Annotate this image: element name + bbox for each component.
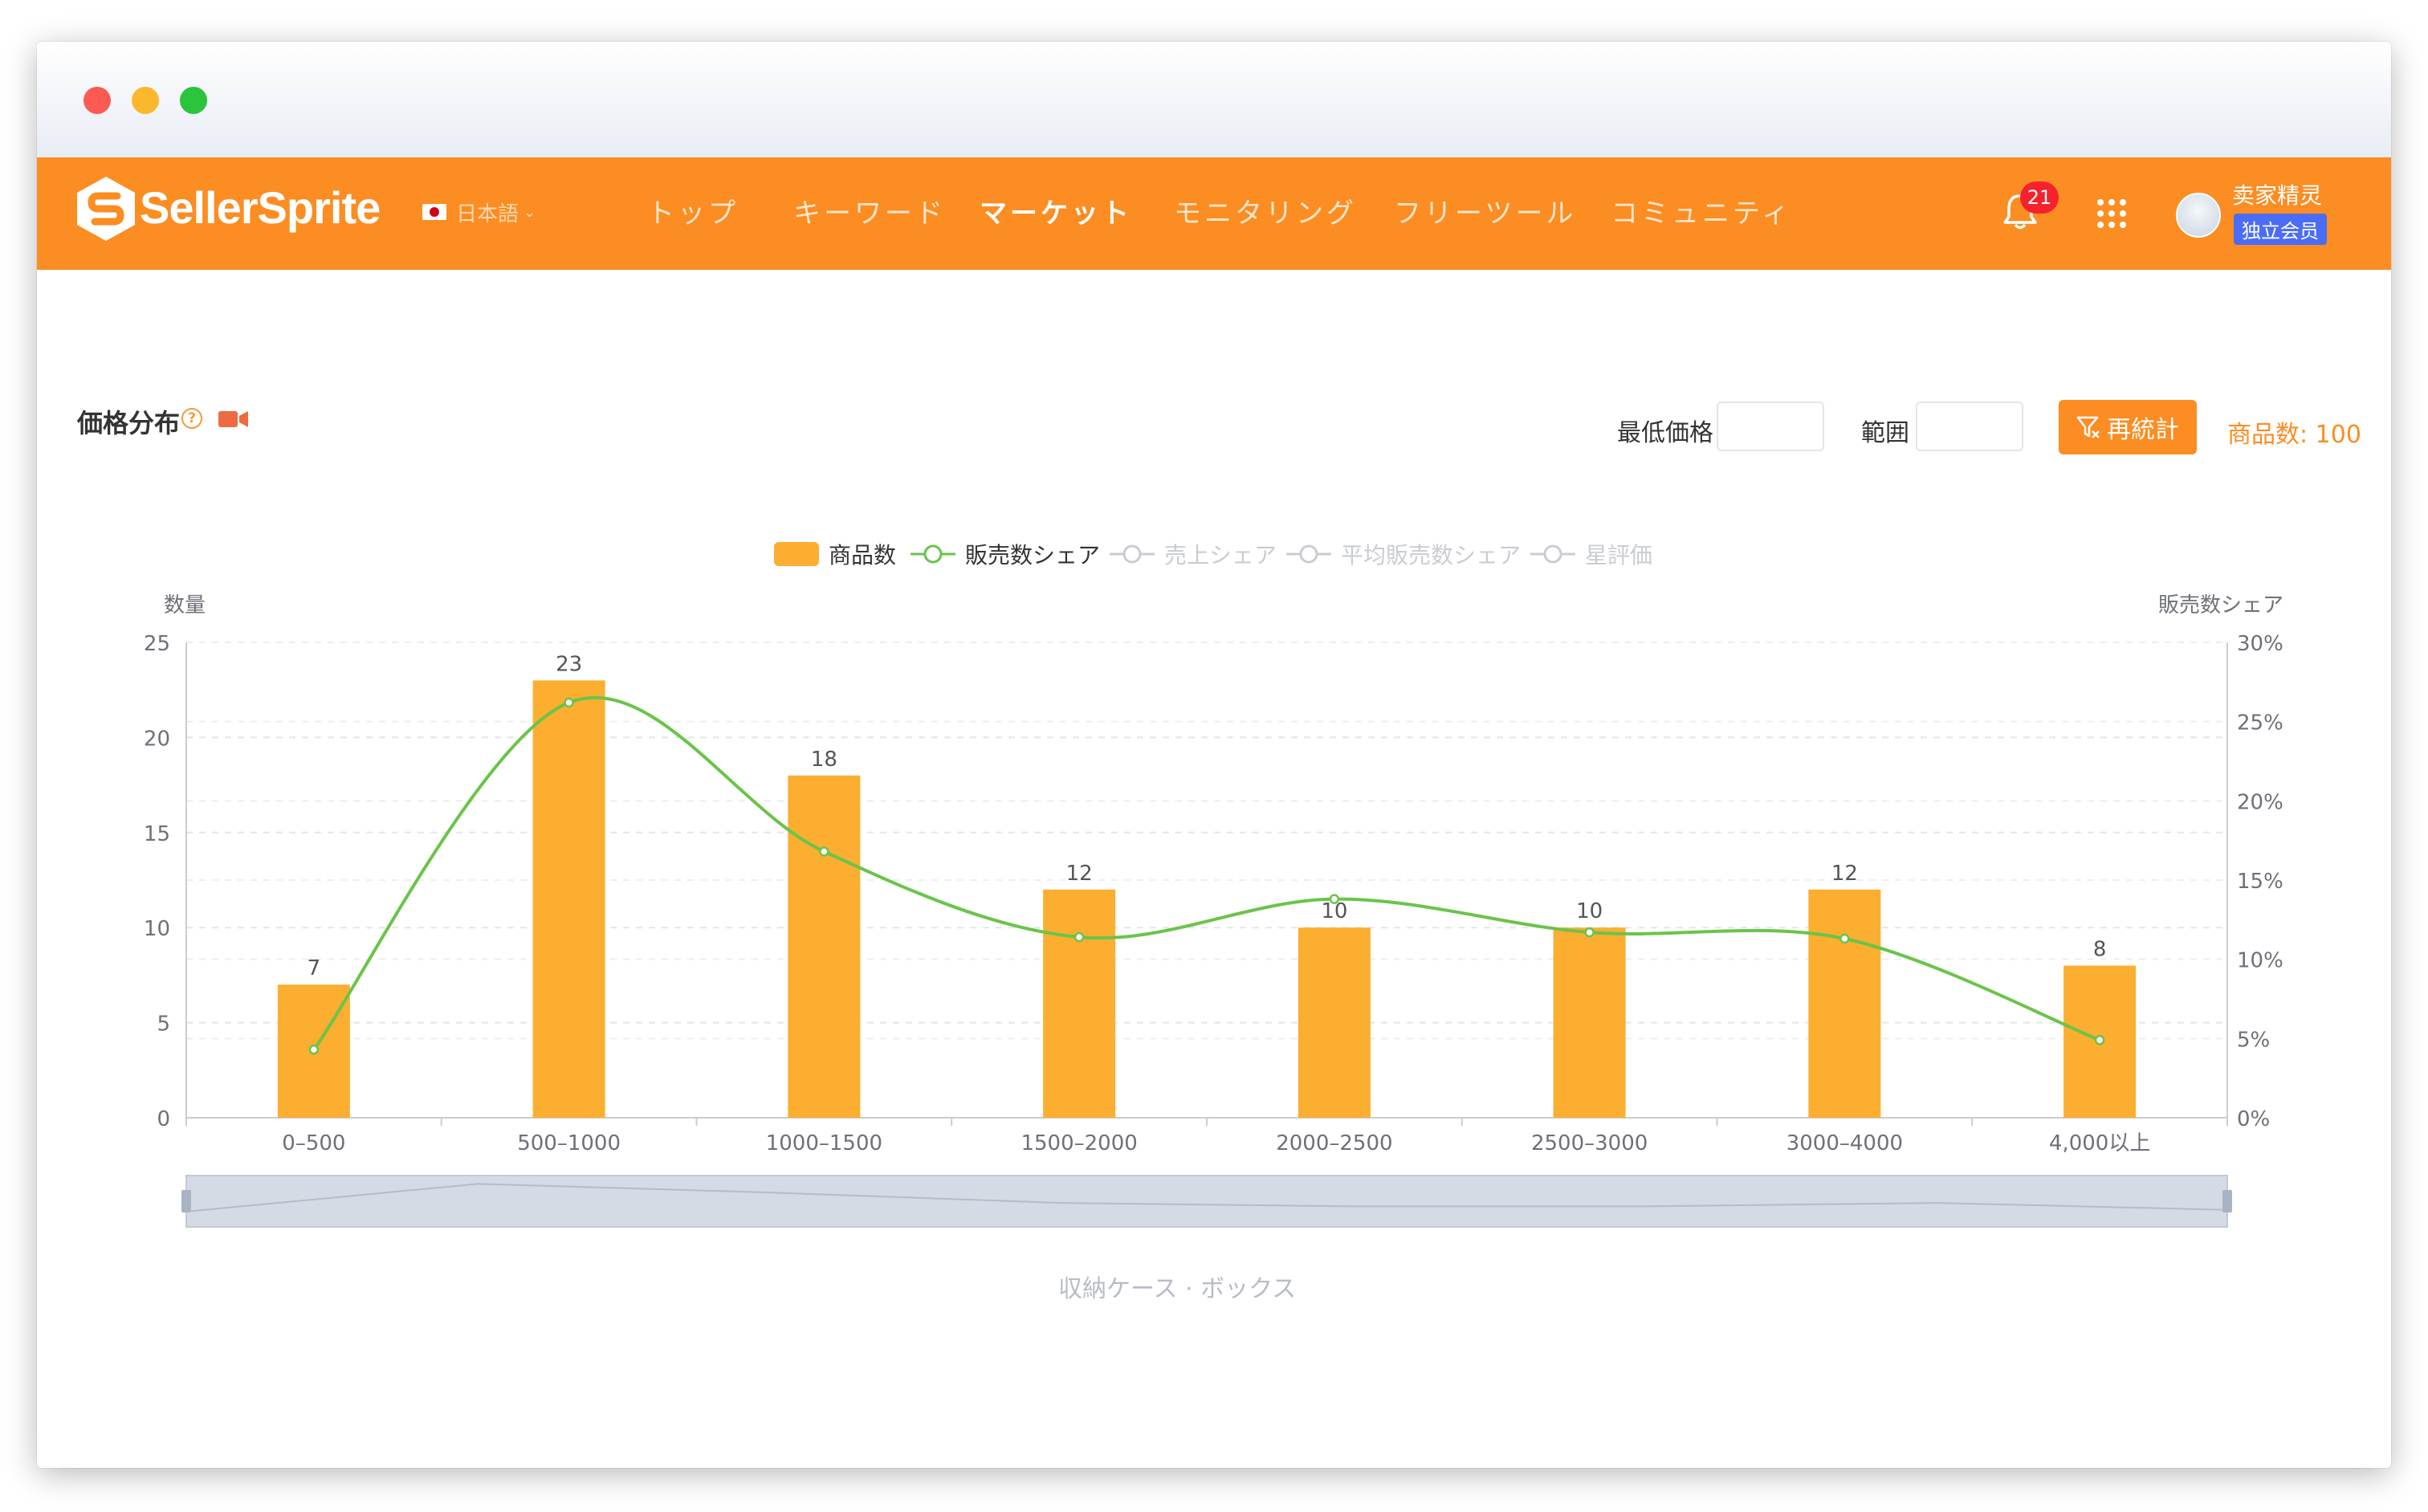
price-distribution-chart: 0 5 10 15 20 25 0% 5% 10% 15% 20% 25% 30% 数量 販売数シェア 7 23… <box>144 593 2283 1228</box>
legend-label: 売上シェア <box>1164 542 1277 569</box>
y-tick-label: 20 <box>144 727 170 751</box>
bar-value-label: 8 <box>2093 938 2107 962</box>
x-tick-label: 4,000以上 <box>2049 1131 2150 1155</box>
x-tick-label: 1000–1500 <box>766 1131 882 1155</box>
sales-share-point <box>308 1044 320 1055</box>
bar <box>788 775 861 1118</box>
bar-value-label: 7 <box>308 956 321 980</box>
y-tick-label: 15 <box>144 822 170 846</box>
minimize-window-button[interactable] <box>132 87 159 114</box>
sales-share-point <box>1329 894 1340 904</box>
sales-share-point <box>1584 927 1595 938</box>
bar-value-label: 18 <box>811 748 837 772</box>
legend-label: 星評価 <box>1585 542 1653 569</box>
help-icon[interactable]: ? <box>181 408 202 429</box>
sales-share-point <box>564 697 574 708</box>
min-price-label: 最低価格 <box>1617 419 1713 447</box>
chevron-down-icon: ⌄ <box>523 203 536 221</box>
legend-item-avg-sales-share[interactable]: 平均販売数シェア <box>1286 538 1521 570</box>
window-titlebar <box>37 42 2391 157</box>
nav-item-monitoring[interactable]: モニタリング <box>1174 198 1357 230</box>
y2-tick-label: 15% <box>2237 870 2283 894</box>
language-selector[interactable]: 日本語 ⌄ <box>422 196 536 228</box>
username[interactable]: 卖家精灵 <box>2232 182 2323 209</box>
bar-value-label: 12 <box>1066 862 1093 886</box>
legend-swatch-bar <box>774 542 819 566</box>
sellersprite-logo-icon[interactable] <box>74 175 138 242</box>
range-input[interactable] <box>1916 401 2023 451</box>
bar <box>532 680 605 1118</box>
legend-swatch-line <box>1530 544 1575 564</box>
legend-item-rating[interactable]: 星評価 <box>1530 538 1652 570</box>
filter-icon <box>2076 416 2100 438</box>
bar <box>1298 927 1371 1118</box>
sales-share-point <box>2094 1035 2105 1045</box>
legend-swatch-line <box>1286 544 1331 564</box>
x-tick-label: 2500–3000 <box>1531 1131 1648 1155</box>
y2-tick-label: 30% <box>2237 632 2283 656</box>
y-tick-label: 10 <box>144 917 170 941</box>
recalculate-label: 再統計 <box>2107 416 2179 444</box>
y2-tick-label: 25% <box>2237 711 2283 736</box>
zoom-slider-handle-right <box>2222 1190 2232 1212</box>
y2-axis-label: 販売数シェア <box>2158 593 2283 617</box>
language-label: 日本語 <box>456 202 519 226</box>
nav-item-free-tools[interactable]: フリーツール <box>1394 198 1577 230</box>
maximize-window-button[interactable] <box>180 87 207 114</box>
bar <box>1553 927 1626 1118</box>
legend-item-revenue-share[interactable]: 売上シェア <box>1110 538 1277 570</box>
y2-tick-label: 5% <box>2237 1028 2270 1052</box>
sales-share-point <box>1839 933 1850 944</box>
legend-label: 商品数 <box>829 542 897 569</box>
logo-text[interactable]: SellerSprite <box>140 182 381 233</box>
y2-tick-label: 20% <box>2237 790 2283 814</box>
zoom-slider-handle-left <box>181 1190 191 1212</box>
browser-window: SellerSprite 日本語 ⌄ トップ キーワード マーケット モニタリン… <box>37 42 2391 1468</box>
bar-value-label: 23 <box>556 652 582 676</box>
close-window-button[interactable] <box>84 87 111 114</box>
x-tick-label: 0–500 <box>282 1131 345 1155</box>
x-tick-label: 500–1000 <box>517 1131 621 1155</box>
legend-swatch-line <box>1110 544 1155 564</box>
min-price-input[interactable] <box>1717 401 1824 451</box>
x-tick-label: 1500–2000 <box>1020 1131 1137 1155</box>
x-tick-label: 2000–2500 <box>1276 1131 1392 1155</box>
video-icon[interactable] <box>218 410 249 429</box>
bar <box>1043 889 1116 1118</box>
y2-tick-label: 10% <box>2237 949 2283 973</box>
notification-badge: 21 <box>2020 181 2059 214</box>
y-axis-label: 数量 <box>164 593 206 617</box>
apps-grid-icon[interactable] <box>2096 198 2128 230</box>
legend-label: 販売数シェア <box>965 542 1101 569</box>
y-tick-label: 5 <box>157 1013 170 1037</box>
nav-item-top[interactable]: トップ <box>647 198 739 230</box>
x-tick-label: 3000–4000 <box>1786 1131 1903 1155</box>
bar-value-label: 12 <box>1831 862 1858 886</box>
y-tick-label: 0 <box>157 1107 170 1131</box>
legend-label: 平均販売数シェア <box>1341 542 1522 569</box>
legend-swatch-line <box>910 544 955 564</box>
zoom-slider-track <box>185 1175 2228 1228</box>
zoom-slider-preview <box>185 1183 2228 1212</box>
nav-item-community[interactable]: コミュニティ <box>1611 198 1792 230</box>
top-navbar: SellerSprite 日本語 ⌄ トップ キーワード マーケット モニタリン… <box>37 157 2391 270</box>
product-count: 商品数: 100 <box>2227 421 2361 449</box>
y-tick-label: 25 <box>144 632 170 656</box>
avatar[interactable] <box>2176 193 2221 238</box>
nav-item-market[interactable]: マーケット <box>980 198 1132 230</box>
range-label: 範囲 <box>1861 419 1909 447</box>
bar <box>1808 889 1881 1118</box>
page-title: 価格分布 <box>77 408 181 438</box>
recalculate-button[interactable]: 再統計 <box>2059 400 2197 454</box>
japan-flag-icon <box>422 204 446 220</box>
sales-share-point <box>1073 931 1085 943</box>
category-caption: 収納ケース · ボックス <box>1058 1275 1297 1303</box>
member-badge: 独立会员 <box>2234 214 2327 245</box>
y2-tick-label: 0% <box>2237 1107 2270 1131</box>
legend-item-sales-share[interactable]: 販売数シェア <box>910 538 1100 570</box>
sales-share-point <box>819 846 829 857</box>
legend-item-product-count[interactable]: 商品数 <box>774 538 896 570</box>
bar-value-label: 10 <box>1576 899 1603 923</box>
nav-item-keyword[interactable]: キーワード <box>793 198 946 230</box>
